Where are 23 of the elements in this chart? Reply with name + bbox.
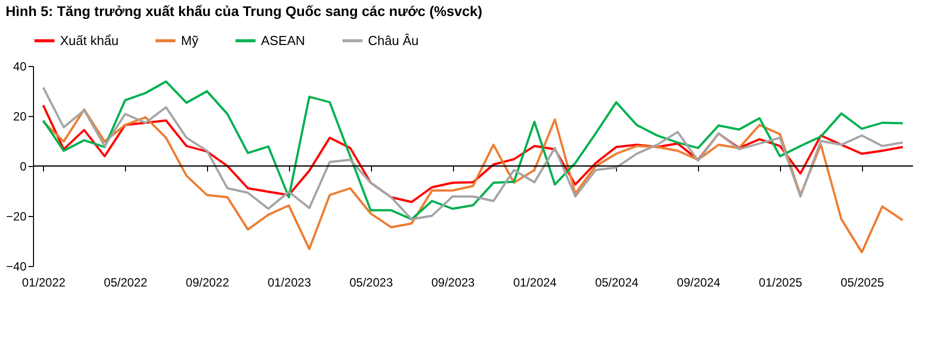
- legend-label: Xuất khẩu: [60, 32, 119, 48]
- x-tick-label: 05/2025: [840, 276, 884, 290]
- x-tick-label: 09/2022: [186, 276, 230, 290]
- line-series: [42, 108, 904, 254]
- y-tick-label: −40: [6, 260, 27, 274]
- chart-title: Hình 5: Tăng trưởng xuất khẩu của Trung Quốc sang các nước (%svck): [6, 3, 482, 19]
- x-tick-label: 01/2024: [513, 276, 557, 290]
- line-series: [42, 104, 904, 204]
- legend-label: Châu Âu: [368, 32, 419, 48]
- x-tick-label: 05/2022: [104, 276, 148, 290]
- y-tick-label: −20: [6, 210, 27, 224]
- legend-label: Mỹ: [181, 32, 199, 48]
- x-tick-label: 01/2025: [758, 276, 802, 290]
- y-tick-label: 0: [20, 160, 27, 174]
- legend-label: ASEAN: [261, 32, 306, 48]
- x-tick-label: 09/2023: [431, 276, 476, 290]
- y-tick-label: 20: [13, 110, 27, 124]
- x-tick-label: 05/2024: [595, 276, 639, 290]
- x-tick-label: 05/2023: [349, 276, 394, 290]
- x-tick-label: 01/2023: [268, 276, 312, 290]
- x-tick-label: 01/2022: [22, 276, 66, 290]
- y-tick-label: 40: [13, 60, 27, 74]
- x-tick-label: 09/2024: [676, 276, 721, 290]
